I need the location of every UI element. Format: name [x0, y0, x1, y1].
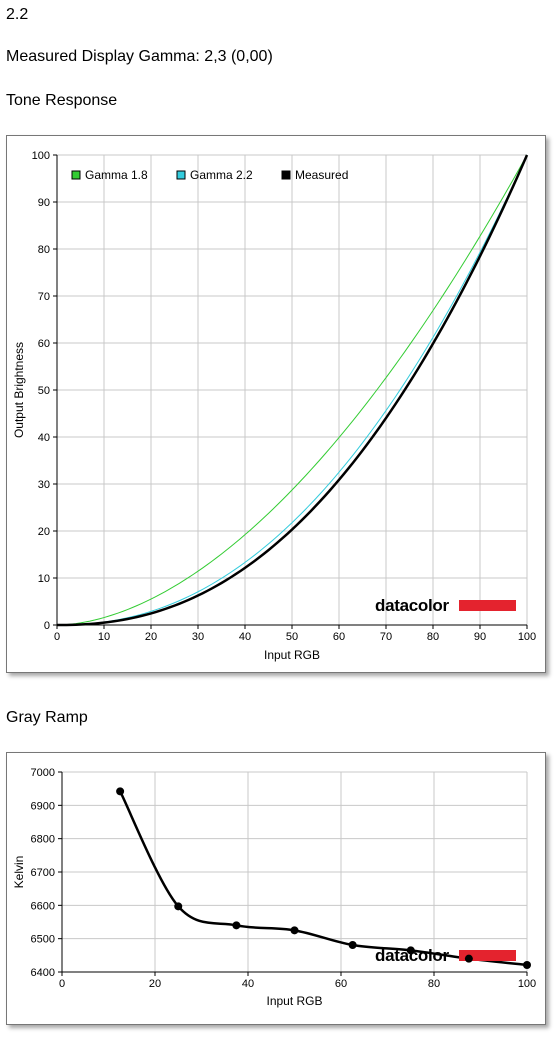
x-tick-label: 50	[286, 631, 298, 643]
legend-label: Gamma 1.8	[85, 168, 148, 182]
y-tick-label: 70	[38, 291, 50, 303]
tone-response-title: Tone Response	[6, 92, 118, 109]
legend-label: Measured	[295, 168, 348, 182]
y-tick-label: 30	[38, 479, 50, 491]
datacolor-logo-bar	[459, 950, 516, 961]
measured-gamma-label: Measured Display Gamma: 2,3 (0,00)	[6, 48, 273, 65]
gray-ramp-svg: 0 20 40 60 80 100 6400 6500 6600 6700 6800 6900 7000…	[12, 767, 536, 1008]
gray-ramp-point	[348, 941, 357, 949]
series-line-gamma-2-2	[56, 154, 528, 626]
x-axis-label: Input RGB	[266, 994, 322, 1008]
y-tick-label: 10	[38, 573, 50, 585]
series-line-gamma-1-8	[56, 154, 528, 626]
gray-ramp-point	[174, 902, 183, 911]
y-tick-label: 80	[38, 244, 50, 256]
y-tick-label: 40	[38, 432, 50, 444]
legend-swatch	[71, 170, 81, 180]
gray-ramp-point	[290, 926, 299, 935]
x-tick-label: 90	[474, 631, 486, 643]
y-tick-label: 6800	[31, 834, 55, 846]
datacolor-logo-text: datacolor	[375, 946, 450, 965]
y-tick-label: 0	[44, 620, 50, 632]
x-tick-label: 80	[427, 631, 439, 643]
datacolor-logo-bar	[459, 600, 516, 611]
y-tick-label: 100	[32, 150, 50, 162]
x-tick-label: 10	[98, 631, 110, 643]
tone-response-svg: 0 10 20 30 40 50 60 70 80 90 100 0 10 20 30 40 50 60 70 80 9…	[12, 150, 536, 662]
legend-swatch	[176, 170, 186, 180]
y-tick-label: 6900	[31, 800, 55, 812]
y-tick-label: 6400	[31, 967, 55, 979]
y-tick-label: 50	[38, 385, 50, 397]
gray-ramp-point	[116, 787, 125, 796]
gray-ramp-point	[232, 921, 241, 930]
x-tick-label: 0	[59, 978, 65, 990]
gray-ramp-point	[523, 961, 531, 969]
y-tick-label: 6600	[31, 900, 55, 912]
gray-ramp-chart: 0 20 40 60 80 100 6400 6500 6600 6700 6800 6900 7000…	[6, 752, 546, 1025]
datacolor-logo-text: datacolor	[375, 596, 450, 615]
y-tick-label: 6700	[31, 867, 55, 879]
datacolor-logo: datacolor	[375, 946, 516, 965]
y-tick-label: 6500	[31, 934, 55, 946]
gray-ramp-point	[406, 946, 415, 955]
y-tick-label: 7000	[31, 767, 55, 779]
y-axis-label: Kelvin	[12, 856, 26, 889]
y-tick-label: 60	[38, 338, 50, 350]
series-line-measured	[56, 154, 529, 627]
legend-item: Gamma 1.8	[71, 168, 148, 182]
legend-label: Gamma 2.2	[190, 168, 253, 182]
x-axis-label: Input RGB	[264, 648, 320, 662]
gray-ramp-point	[464, 954, 473, 963]
version-label: 2.2	[6, 6, 29, 23]
x-tick-label: 100	[518, 631, 536, 643]
datacolor-logo: datacolor	[375, 596, 516, 615]
gray-ramp-title: Gray Ramp	[6, 709, 88, 726]
legend-item: Gamma 2.2	[176, 168, 253, 182]
y-axis-label: Output Brightness	[12, 342, 26, 438]
x-tick-label: 0	[54, 631, 60, 643]
tone-response-chart: 0 10 20 30 40 50 60 70 80 90 100 0 10 20 30 40 50 60 70 80 9…	[6, 135, 546, 673]
x-tick-label: 100	[518, 978, 536, 990]
gray-ramp-line	[119, 790, 528, 967]
y-tick-label: 90	[38, 197, 50, 209]
x-tick-label: 80	[428, 978, 440, 990]
x-tick-label: 20	[149, 978, 161, 990]
x-tick-label: 60	[335, 978, 347, 990]
x-tick-label: 20	[145, 631, 157, 643]
legend-item: Measured	[281, 168, 348, 182]
x-tick-label: 70	[380, 631, 392, 643]
x-tick-label: 60	[333, 631, 345, 643]
x-tick-label: 40	[239, 631, 251, 643]
y-tick-label: 20	[38, 526, 50, 538]
x-tick-label: 30	[192, 631, 204, 643]
x-tick-label: 40	[242, 978, 254, 990]
legend-swatch	[281, 170, 291, 180]
